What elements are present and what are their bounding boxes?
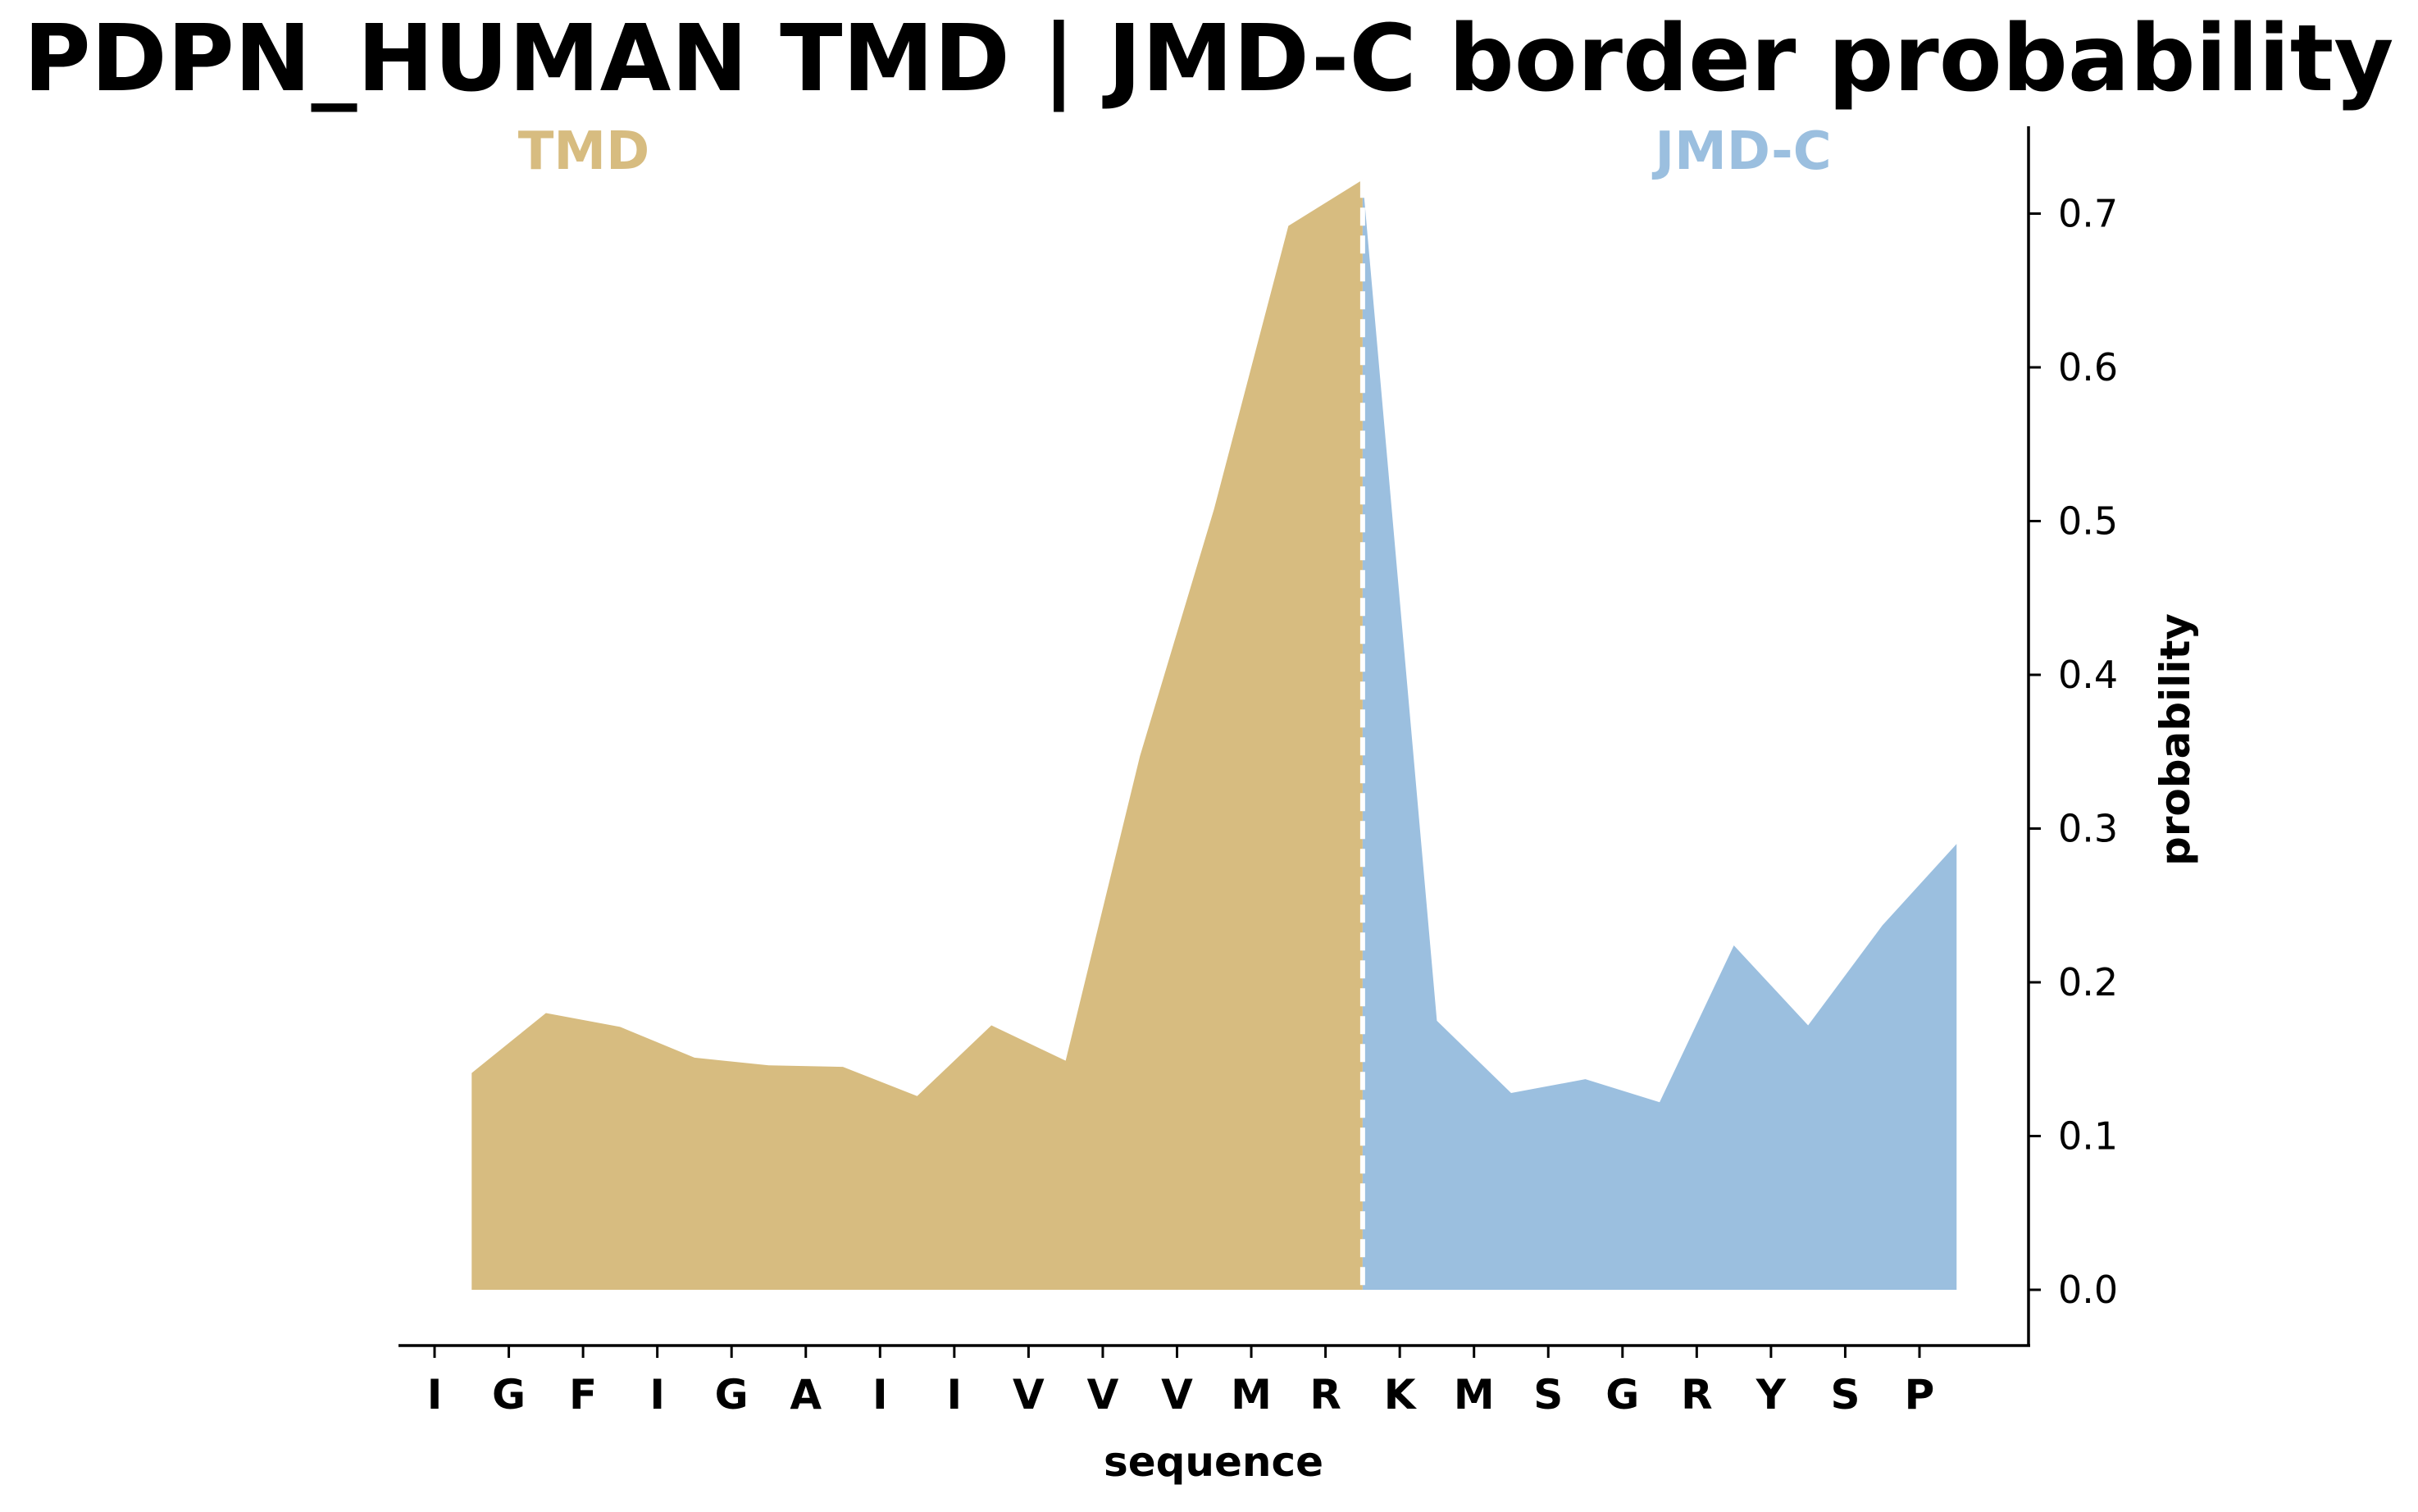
x-tick-label: M bbox=[1231, 1371, 1272, 1419]
x-tick-label: G bbox=[1605, 1371, 1639, 1419]
x-tick-label: R bbox=[1309, 1371, 1341, 1419]
x-tick-label: K bbox=[1384, 1371, 1418, 1419]
x-axis-label: sequence bbox=[1104, 1438, 1323, 1486]
x-tick-label: G bbox=[492, 1371, 526, 1419]
x-tick-label: F bbox=[569, 1371, 597, 1419]
x-tick-label: I bbox=[872, 1371, 888, 1419]
x-tick-label: V bbox=[1013, 1371, 1045, 1419]
y-tick-group: 0.0 0.1 0.2 0.3 0.4 0.5 0.6 0.7 bbox=[2029, 192, 2118, 1312]
x-tick-label: V bbox=[1087, 1371, 1119, 1419]
x-tick-label: Y bbox=[1755, 1371, 1787, 1419]
y-tick-label: 0.1 bbox=[2058, 1114, 2118, 1159]
x-tick-label: G bbox=[715, 1371, 749, 1419]
x-tick-label: P bbox=[1905, 1371, 1935, 1419]
y-tick-label: 0.0 bbox=[2058, 1268, 2118, 1312]
x-tick-label: A bbox=[790, 1371, 822, 1419]
area-jmd-c bbox=[1362, 180, 1957, 1290]
x-tick-label: I bbox=[947, 1371, 963, 1419]
y-tick-label: 0.5 bbox=[2058, 499, 2118, 544]
y-tick-label: 0.2 bbox=[2058, 960, 2118, 1004]
y-axis-label: probability bbox=[2152, 613, 2199, 866]
x-tick-label: I bbox=[649, 1371, 665, 1419]
x-tick-label: S bbox=[1533, 1371, 1563, 1419]
region-label-jmdc: JMD-C bbox=[1651, 121, 1831, 182]
chart-title: PDPN_HUMAN TMD | JMD-C border probabilit… bbox=[24, 6, 2394, 112]
x-tick-label: M bbox=[1454, 1371, 1495, 1419]
x-tick-label: V bbox=[1161, 1371, 1193, 1419]
y-tick-label: 0.3 bbox=[2058, 807, 2118, 851]
x-tick-label: S bbox=[1830, 1371, 1860, 1419]
region-label-tmd: TMD bbox=[518, 121, 649, 182]
y-tick-label: 0.7 bbox=[2058, 192, 2118, 236]
y-tick-label: 0.4 bbox=[2058, 653, 2118, 697]
y-tick-label: 0.6 bbox=[2058, 345, 2118, 389]
x-tick-label: I bbox=[427, 1371, 443, 1419]
x-tick-label: R bbox=[1681, 1371, 1713, 1419]
area-tmd bbox=[471, 180, 1363, 1290]
area-series-group bbox=[471, 180, 1957, 1290]
